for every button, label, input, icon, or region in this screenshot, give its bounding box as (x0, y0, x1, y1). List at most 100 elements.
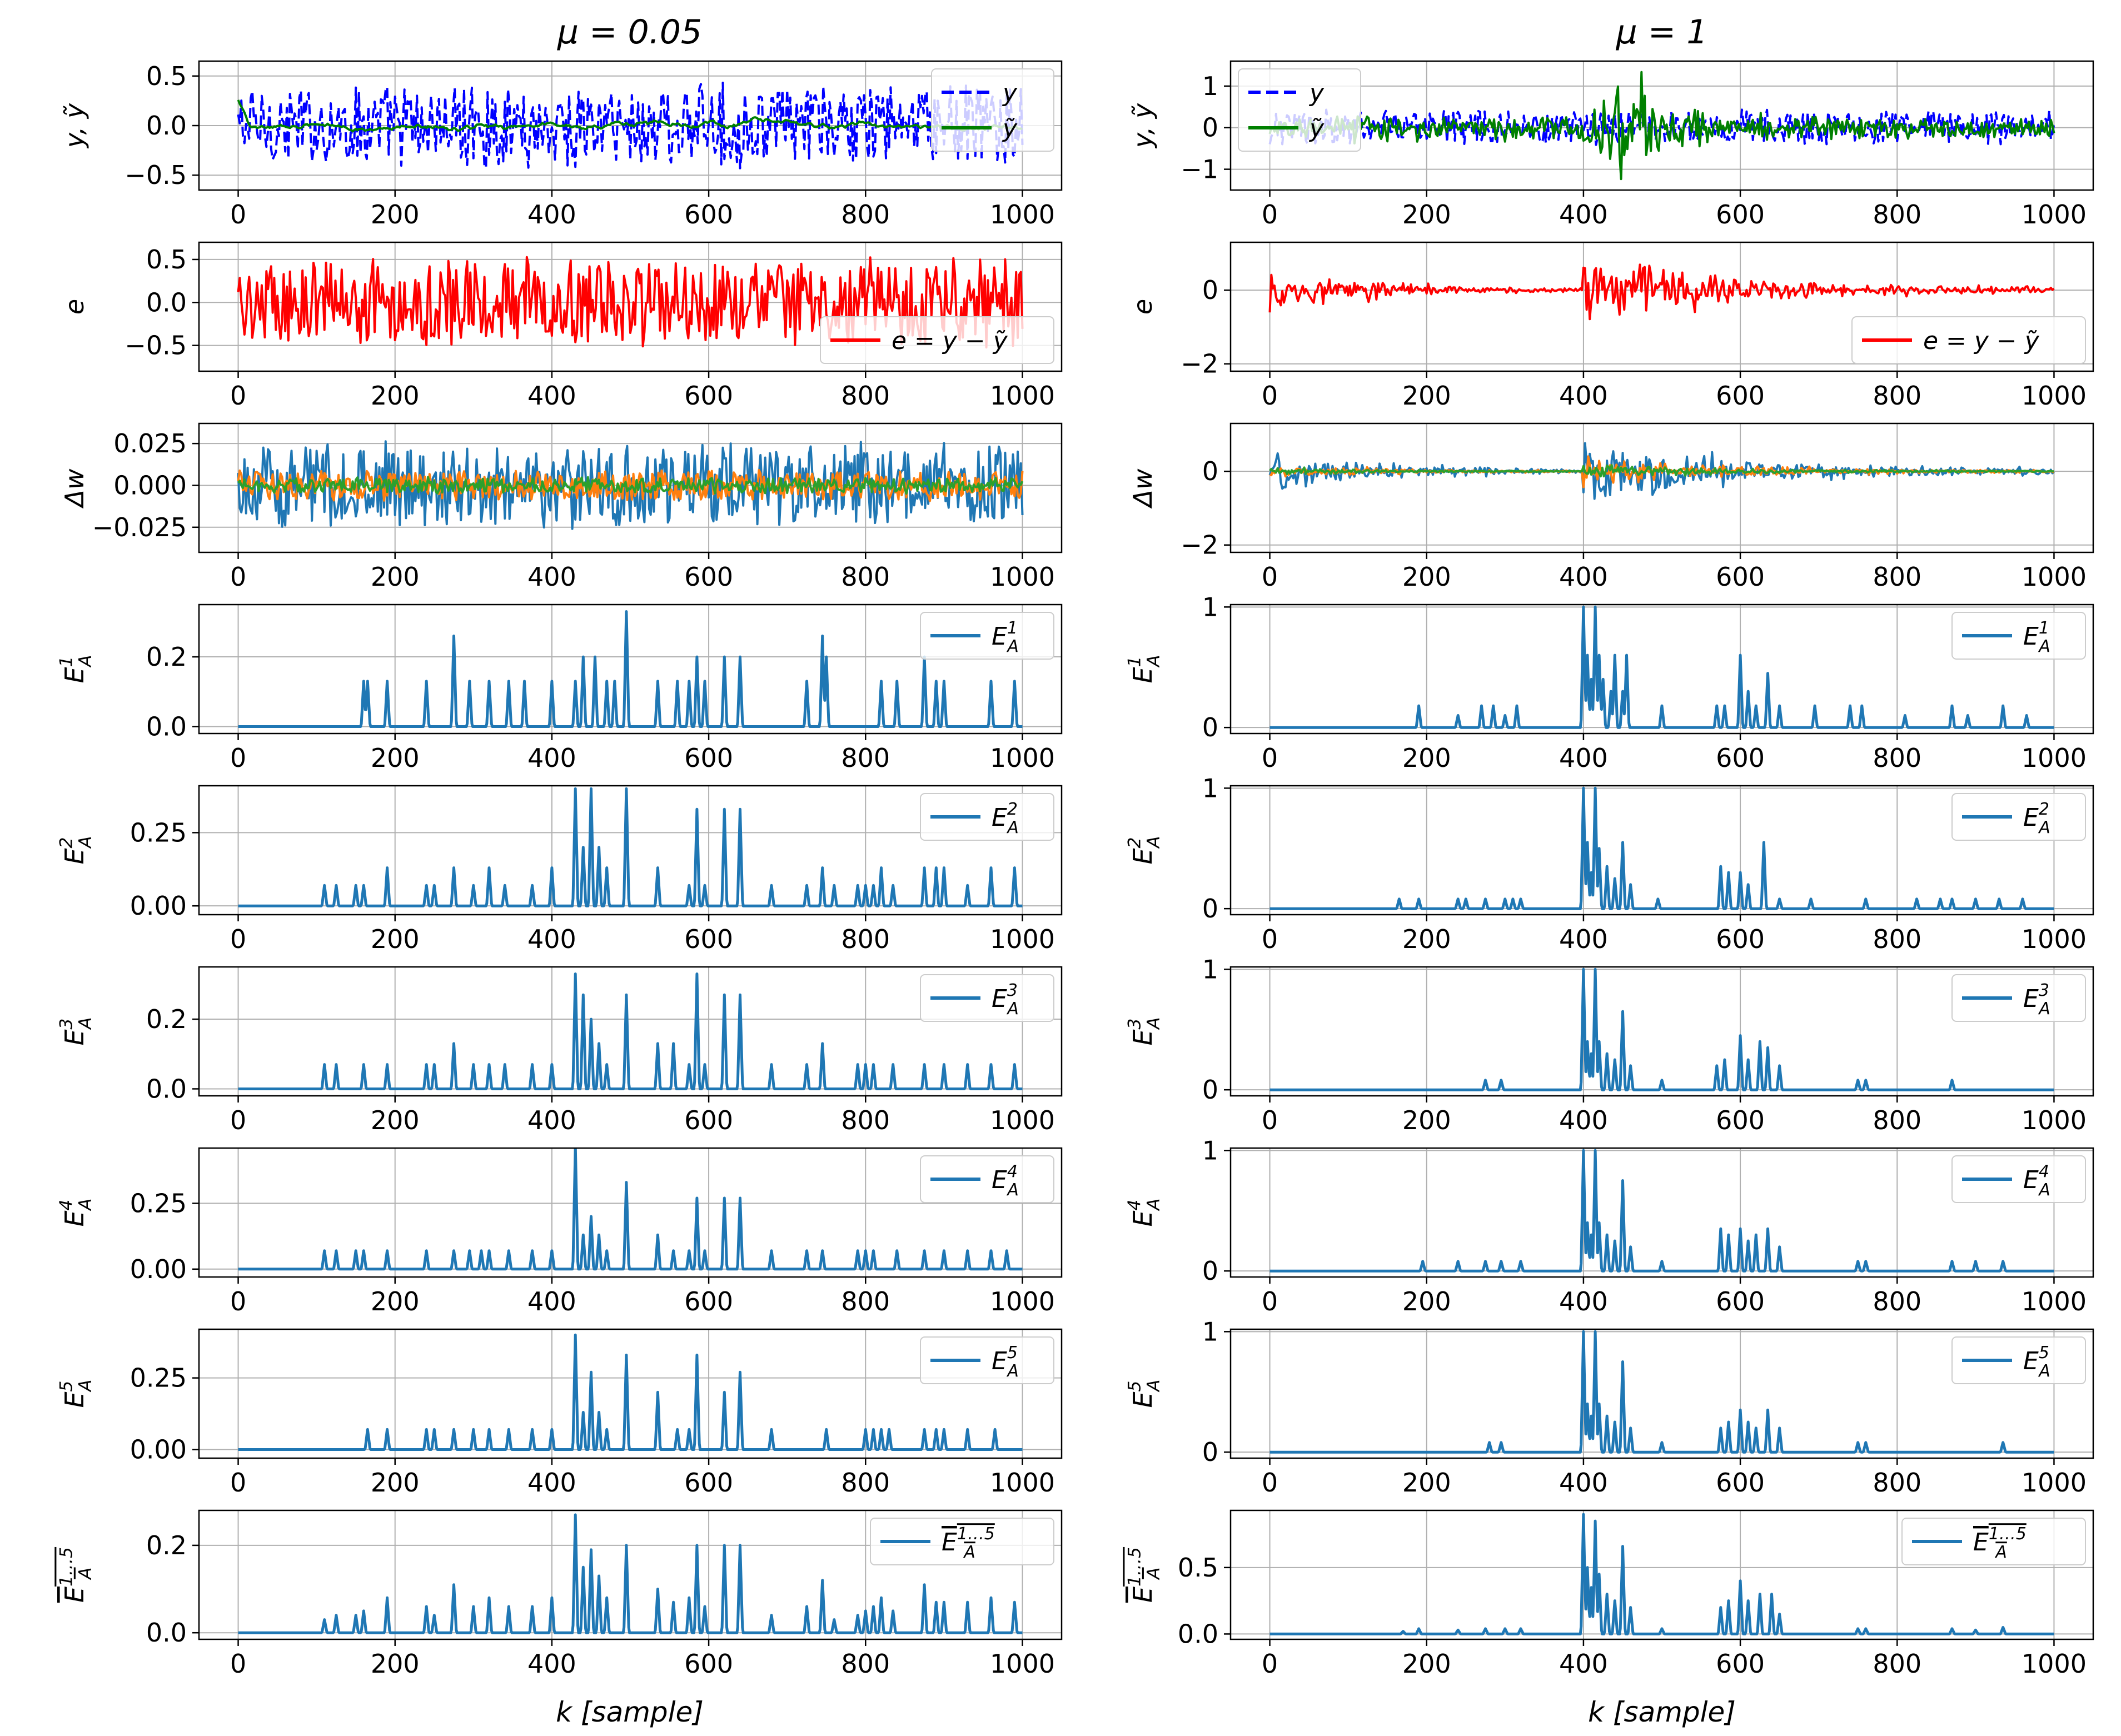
ytick-label-9-2: −1 (1181, 154, 1218, 184)
ylabel-13: E2A (1124, 836, 1164, 864)
xtick-label-4-5: 1000 (990, 924, 1055, 954)
xtick-label-0-1: 200 (371, 199, 420, 230)
legend-17: E1…5 A (1901, 1518, 2086, 1565)
xtick-label-10-1: 200 (1402, 381, 1451, 411)
axes-frame-14 (1229, 966, 2094, 1097)
series-group-0 (237, 81, 1024, 169)
legend-frame-13 (1951, 793, 2086, 841)
legend-14: E3 A (1951, 974, 2086, 1022)
xtick-label-8-5: 1000 (990, 1649, 1055, 1679)
series-group-8 (237, 1513, 1023, 1634)
legend-4: E2 A (920, 793, 1054, 841)
xtick-label-5-4: 800 (841, 1105, 890, 1135)
xtick-label-16-1: 200 (1402, 1468, 1451, 1498)
axes-frame-1 (198, 241, 1063, 372)
ylabel-16: E5A (1124, 1379, 1164, 1408)
legend-frame-1 (820, 316, 1054, 364)
legend-label-6-0: E4 A (992, 1162, 1019, 1200)
xtick-label-14-1: 200 (1402, 1105, 1451, 1135)
xtick-label-6-3: 600 (684, 1286, 733, 1316)
series-10-0 (1268, 263, 2055, 321)
ylabel-11: Δw (1128, 468, 1158, 508)
axes-frame-9 (1229, 60, 2094, 191)
legend-label-9-0: y (1308, 79, 1325, 107)
ytick-label-12-1: 0 (1202, 712, 1218, 742)
series-group-15 (1269, 1149, 2055, 1273)
series-group-6 (237, 1148, 1023, 1271)
legend-frame-10 (1851, 316, 2086, 364)
xtick-label-16-2: 400 (1559, 1468, 1608, 1498)
xtick-label-9-3: 600 (1716, 199, 1765, 230)
xtick-label-1-2: 400 (527, 381, 576, 411)
legend-label-10-0: e = y − ỹ (1923, 327, 2040, 355)
legend-12: E1 A (1951, 612, 2086, 660)
xtick-label-13-5: 1000 (2022, 924, 2087, 954)
panel-c0-r0: 0 200 400 600 800 1000 0.5 0.0 −0.5 y, ỹ yỹ (59, 60, 1063, 230)
xtick-label-12-5: 1000 (2022, 743, 2087, 773)
series-group-5 (237, 972, 1023, 1090)
legend-6: E4 A (920, 1155, 1054, 1203)
series-4-0 (237, 787, 1023, 907)
panel-c0-r1: 0 200 400 600 800 1000 0.5 0.0 −0.5 e e = y − ỹ (59, 241, 1063, 411)
xtick-label-4-2: 400 (527, 924, 576, 954)
panel-c1-r2: 0 200 400 600 800 1000 0 −2 Δw (1128, 422, 2094, 592)
series-1-0 (237, 256, 1024, 349)
panel-c1-r4: 0 200 400 600 800 1000 1 0 E2A E2 A (1124, 773, 2094, 954)
xtick-label-5-5: 1000 (990, 1105, 1055, 1135)
legend-label-8-0: E1…5 A (942, 1524, 995, 1562)
xtick-label-8-1: 200 (371, 1649, 420, 1679)
xtick-label-12-1: 200 (1402, 743, 1451, 773)
xtick-label-11-4: 800 (1873, 562, 1921, 592)
xtick-label-9-4: 800 (1873, 199, 1921, 230)
ytick-label-6-0: 0.25 (130, 1188, 187, 1218)
ylabel-12: E1A (1124, 655, 1164, 683)
ylabel-15: E4A (1124, 1198, 1164, 1226)
ytick-label-3-0: 0.2 (146, 642, 187, 672)
xtick-label-14-3: 600 (1716, 1105, 1765, 1135)
legend-7: E5 A (920, 1336, 1054, 1384)
xtick-label-13-0: 0 (1262, 924, 1278, 954)
xtick-label-13-4: 800 (1873, 924, 1921, 954)
xtick-label-7-2: 400 (527, 1468, 576, 1498)
ytick-label-12-0: 1 (1202, 592, 1218, 622)
legend-label-12-0: E1 A (2023, 618, 2050, 656)
series-11-2 (1269, 464, 2054, 478)
x-axis-label-left: k [sample] (556, 1696, 704, 1728)
legend-0: yỹ (931, 68, 1054, 152)
ylabel-1: e (59, 299, 89, 315)
panel-c1-r3: 0 200 400 600 800 1000 1 0 E1A E1 A (1124, 592, 2094, 773)
xtick-label-16-5: 1000 (2022, 1468, 2087, 1498)
xtick-label-4-3: 600 (684, 924, 733, 954)
xtick-label-14-5: 1000 (2022, 1105, 2087, 1135)
ytick-label-5-0: 0.2 (146, 1004, 187, 1034)
axes-frame-5 (198, 966, 1063, 1097)
axes-frame-8 (198, 1509, 1063, 1640)
legend-label-4-0: E2 A (992, 800, 1019, 837)
xtick-label-8-4: 800 (841, 1649, 890, 1679)
ytick-label-1-2: −0.5 (125, 331, 187, 361)
xtick-label-15-2: 400 (1559, 1286, 1608, 1316)
legend-label-0-0: y (1002, 79, 1018, 107)
legend-label-5-0: E3 A (992, 981, 1019, 1019)
panel-c0-r3: 0 200 400 600 800 1000 0.2 0.0 E1A E1 A (56, 603, 1063, 773)
xtick-label-14-0: 0 (1262, 1105, 1278, 1135)
ytick-label-1-0: 0.5 (146, 245, 187, 275)
xtick-label-3-3: 600 (684, 743, 733, 773)
xtick-label-2-5: 1000 (990, 562, 1055, 592)
xtick-label-2-3: 600 (684, 562, 733, 592)
xtick-label-10-3: 600 (1716, 381, 1765, 411)
legend-frame-17 (1901, 1518, 2086, 1565)
legend-frame-8 (870, 1518, 1054, 1565)
series-group-17 (1269, 1513, 2055, 1635)
xtick-label-4-4: 800 (841, 924, 890, 954)
legend-label-7-0: E5 A (992, 1343, 1019, 1381)
legend-label-9-1: ỹ (1308, 114, 1325, 143)
axes-frame-2 (198, 422, 1063, 553)
series-15-0 (1269, 1149, 2055, 1273)
legend-frame-0 (931, 68, 1054, 152)
ytick-label-0-2: −0.5 (125, 160, 187, 190)
series-0-1 (237, 99, 1023, 133)
xtick-label-13-3: 600 (1716, 924, 1765, 954)
ytick-label-5-1: 0.0 (146, 1074, 187, 1104)
